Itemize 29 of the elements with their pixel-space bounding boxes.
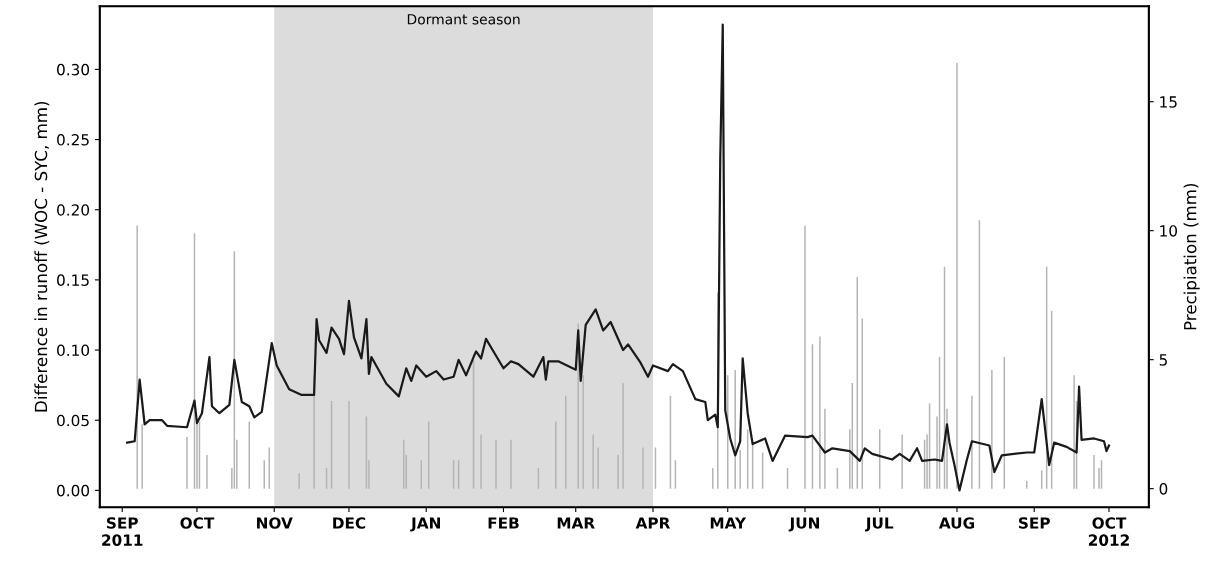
band-label: Dormant season [407,14,520,25]
x-tick-label: MAY [710,517,747,529]
y2-tick-label: 5 [1159,354,1167,366]
y-tick-label: 0.25 [57,134,89,146]
x-tick-label: APR [635,517,671,529]
x-tick-label: OCT 2012 [1088,517,1129,546]
x-tick-label: MAR [557,517,595,529]
y2-axis-title: Precipiation (mm) [1183,183,1200,330]
x-tick-label: JUL [864,517,894,532]
x-tick-label: NOV [257,517,293,529]
y2-tick-label: 10 [1160,225,1177,237]
x-tick-label: SEP [1019,517,1050,529]
y2-tick-label: 15 [1160,96,1177,108]
y-tick-label: 0.10 [57,344,90,357]
x-tick-label: JUN [788,517,820,532]
x-tick-label: FEB [488,517,519,529]
y-axis-title: Difference in runoff (WOC - SYC, mm) [34,101,50,412]
x-tick-label: JAN [410,517,440,532]
y-tick-label: 0.05 [57,414,89,427]
x-tick-label: AUG [938,517,974,529]
y-tick-label: 0.30 [57,63,90,76]
y-tick-label: 0.00 [57,484,90,497]
x-tick-label: OCT [180,517,215,529]
x-tick-label: SEP 2011 [102,517,143,546]
y-tick-label: 0.20 [57,204,90,216]
y2-tick-label: 0 [1159,483,1168,495]
y-tick-label: 0.15 [57,274,89,286]
line-series [126,23,1111,492]
x-tick-label: DEC [333,517,366,529]
